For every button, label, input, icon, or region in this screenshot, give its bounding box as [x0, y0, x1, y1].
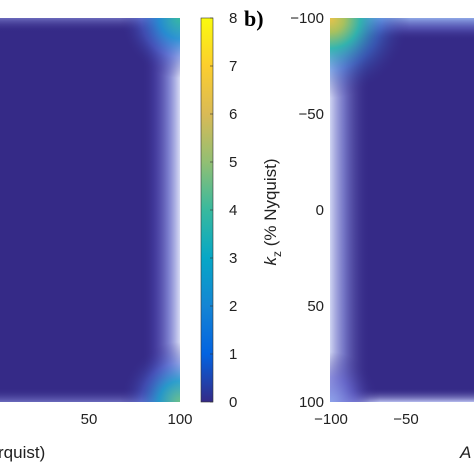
colorbar-tick-label: 1	[229, 346, 237, 363]
y-label-k: k	[261, 256, 280, 266]
colorbar: 0 1 2 3 4 5 6 7 8	[200, 10, 237, 411]
panel-b-partial-x-label: A	[459, 443, 471, 462]
colorbar-ticks: 0 1 2 3 4 5 6 7 8	[210, 10, 237, 411]
panel-a-heatmap	[0, 18, 180, 402]
colorbar-tick-label: 5	[229, 154, 237, 171]
panel-b-y-tick: 50	[307, 298, 324, 315]
panel-a-x-tick: 100	[167, 411, 192, 428]
panel-a-bottom-right-glow	[120, 342, 180, 402]
panel-b-x-tick: −50	[393, 411, 418, 428]
colorbar-tick-label: 3	[229, 250, 237, 267]
panel-a-x-ticks: 50 100	[81, 411, 193, 428]
panel-b-letter: b)	[244, 6, 264, 31]
panel-a-right-edge-glow	[142, 18, 180, 402]
colorbar-tick-label: 0	[229, 394, 237, 411]
y-label-rest: (% Nyquist)	[261, 158, 280, 251]
panel-a-top-right-glow	[120, 18, 180, 78]
panel-b-y-axis-label: kz (% Nyquist)	[261, 158, 284, 265]
panel-b-x-tick: −100	[314, 411, 348, 428]
colorbar-tick-label: 8	[229, 10, 237, 27]
colorbar-tick-label: 6	[229, 106, 237, 123]
panel-b-x-ticks: −100 −50	[314, 411, 419, 428]
panel-b-heatmap	[330, 18, 474, 402]
panel-b-y-tick: −50	[299, 106, 324, 123]
colorbar-tick-label: 4	[229, 202, 237, 219]
panel-a-x-axis-label: rquist)	[0, 443, 45, 462]
panel-b-y-tick: 100	[299, 394, 324, 411]
panel-a-x-tick: 50	[81, 411, 98, 428]
panel-b-y-tick: −100	[290, 10, 324, 27]
panel-b-y-ticks: −100 −50 0 50 100	[290, 10, 324, 411]
y-label-subscript: z	[270, 251, 284, 257]
panel-b-y-tick: 0	[316, 202, 324, 219]
panel-b-top-left-glow	[330, 18, 410, 98]
colorbar-tick-label: 2	[229, 298, 237, 315]
colorbar-tick-label: 7	[229, 58, 237, 75]
panel-b-bottom-left-glow	[330, 352, 380, 402]
